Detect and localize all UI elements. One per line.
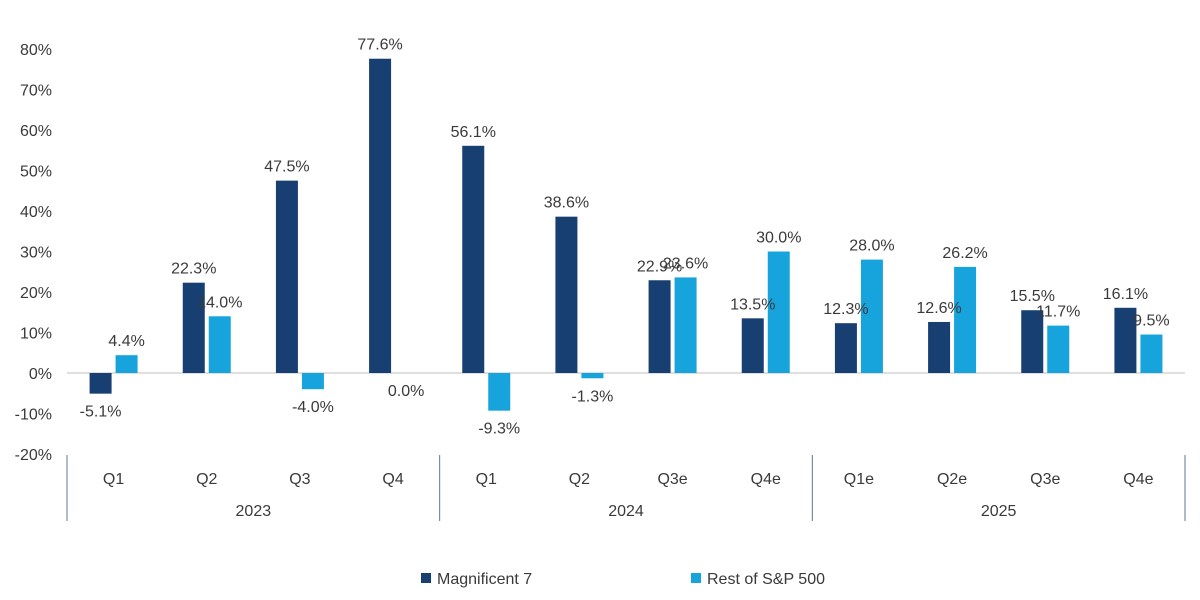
data-label-rest-of-sp500: 28.0% xyxy=(849,238,894,255)
data-label-magnificent-7: 56.1% xyxy=(451,124,496,141)
y-tick-label: 0% xyxy=(29,366,52,383)
bar-rest-of-sp500 xyxy=(488,373,511,411)
x-category-label: Q1 xyxy=(103,471,124,488)
bar-rest-of-sp500 xyxy=(674,277,697,373)
bar-rest-of-sp500 xyxy=(1047,325,1070,373)
data-label-rest-of-sp500: -9.3% xyxy=(478,421,520,438)
bar-rest-of-sp500 xyxy=(581,373,604,379)
x-category-label: Q1 xyxy=(476,471,497,488)
data-label-magnificent-7: 15.5% xyxy=(1010,288,1055,305)
data-label-rest-of-sp500: 26.2% xyxy=(942,245,987,262)
data-labels: -5.1% 4.4% 22.3% 14.0% 47.5% -4.0% 77.6% 0.0% 56… xyxy=(80,37,1170,438)
y-tick-label: 50% xyxy=(20,164,52,181)
data-label-rest-of-sp500: -4.0% xyxy=(292,399,334,416)
bar-magnificent-7 xyxy=(555,216,578,373)
bar-magnificent-7 xyxy=(275,180,298,373)
x-category-label: Q3e xyxy=(1030,471,1060,488)
x-group-label: 2024 xyxy=(608,503,644,520)
x-category-label: Q4 xyxy=(382,471,403,488)
bar-magnificent-7 xyxy=(928,321,951,373)
bar-rest-of-sp500 xyxy=(115,355,138,373)
bar-magnificent-7 xyxy=(834,323,857,373)
y-axis: -20% -10% 0% 10% 20% 30% 40% 50% 60% 70% 80% xyxy=(15,42,1185,464)
data-label-rest-of-sp500: 23.6% xyxy=(663,255,708,272)
data-label-rest-of-sp500: 14.0% xyxy=(197,294,242,311)
data-label-magnificent-7: 16.1% xyxy=(1103,286,1148,303)
bar-magnificent-7 xyxy=(1114,307,1137,373)
x-category-label: Q3 xyxy=(289,471,310,488)
y-tick-label: 60% xyxy=(20,123,52,140)
data-label-magnificent-7: 13.5% xyxy=(730,296,775,313)
y-tick-label: -10% xyxy=(15,407,52,424)
bar-magnificent-7 xyxy=(182,282,205,373)
y-tick-label: -20% xyxy=(15,447,52,464)
x-category-label: Q3e xyxy=(657,471,687,488)
x-category-label: Q4e xyxy=(751,471,781,488)
data-label-magnificent-7: 77.6% xyxy=(357,37,402,54)
bar-magnificent-7 xyxy=(1021,310,1044,373)
x-category-label: Q2e xyxy=(937,471,967,488)
x-category-label: Q4e xyxy=(1123,471,1153,488)
bar-magnificent-7 xyxy=(648,280,671,373)
bar-magnificent-7 xyxy=(462,145,485,373)
x-group-label: 2025 xyxy=(981,503,1017,520)
data-label-magnificent-7: -5.1% xyxy=(80,404,122,421)
data-label-magnificent-7: 22.9% xyxy=(637,258,682,275)
x-group-label: 2023 xyxy=(236,503,272,520)
data-label-rest-of-sp500: 0.0% xyxy=(388,383,424,400)
data-label-rest-of-sp500: 30.0% xyxy=(756,230,801,247)
bar-rest-of-sp500 xyxy=(767,251,790,373)
bars xyxy=(89,58,1163,411)
bar-rest-of-sp500 xyxy=(208,316,231,373)
data-label-magnificent-7: 47.5% xyxy=(264,159,309,176)
x-category-label: Q2 xyxy=(196,471,217,488)
legend-label-rest-of-sp500: Rest of S&P 500 xyxy=(707,571,825,588)
data-label-magnificent-7: 22.3% xyxy=(171,261,216,278)
bar-magnificent-7 xyxy=(741,318,764,373)
y-tick-label: 30% xyxy=(20,245,52,262)
bar-rest-of-sp500 xyxy=(860,259,883,373)
legend-label-magnificent-7: Magnificent 7 xyxy=(437,571,532,588)
y-tick-label: 10% xyxy=(20,326,52,343)
data-label-magnificent-7: 12.3% xyxy=(823,301,868,318)
y-tick-label: 80% xyxy=(20,42,52,59)
x-category-label: Q1e xyxy=(844,471,874,488)
data-label-rest-of-sp500: -1.3% xyxy=(572,388,614,405)
legend: Magnificent 7 Rest of S&P 500 xyxy=(421,571,825,588)
x-axis: Q1 Q2 Q3 Q4 Q1 Q2 Q3e Q4e Q1e Q2e Q3e Q4e 2023 2024 20… xyxy=(66,455,1186,521)
bar-magnificent-7 xyxy=(369,58,392,373)
data-label-rest-of-sp500: 11.7% xyxy=(1036,304,1080,321)
data-label-rest-of-sp500: 9.5% xyxy=(1133,313,1169,330)
bar-magnificent-7 xyxy=(89,373,112,394)
data-label-magnificent-7: 38.6% xyxy=(544,195,589,212)
legend-swatch-magnificent-7 xyxy=(421,573,431,583)
data-label-magnificent-7: 12.6% xyxy=(916,300,961,317)
bar-rest-of-sp500 xyxy=(301,373,324,390)
bar-rest-of-sp500 xyxy=(954,266,977,373)
legend-swatch-rest-of-sp500 xyxy=(691,573,701,583)
y-tick-label: 20% xyxy=(20,285,52,302)
y-tick-label: 70% xyxy=(20,83,52,100)
data-label-rest-of-sp500: 4.4% xyxy=(108,333,144,350)
bar-rest-of-sp500 xyxy=(1140,334,1163,373)
y-tick-label: 40% xyxy=(20,204,52,221)
x-category-label: Q2 xyxy=(569,471,590,488)
